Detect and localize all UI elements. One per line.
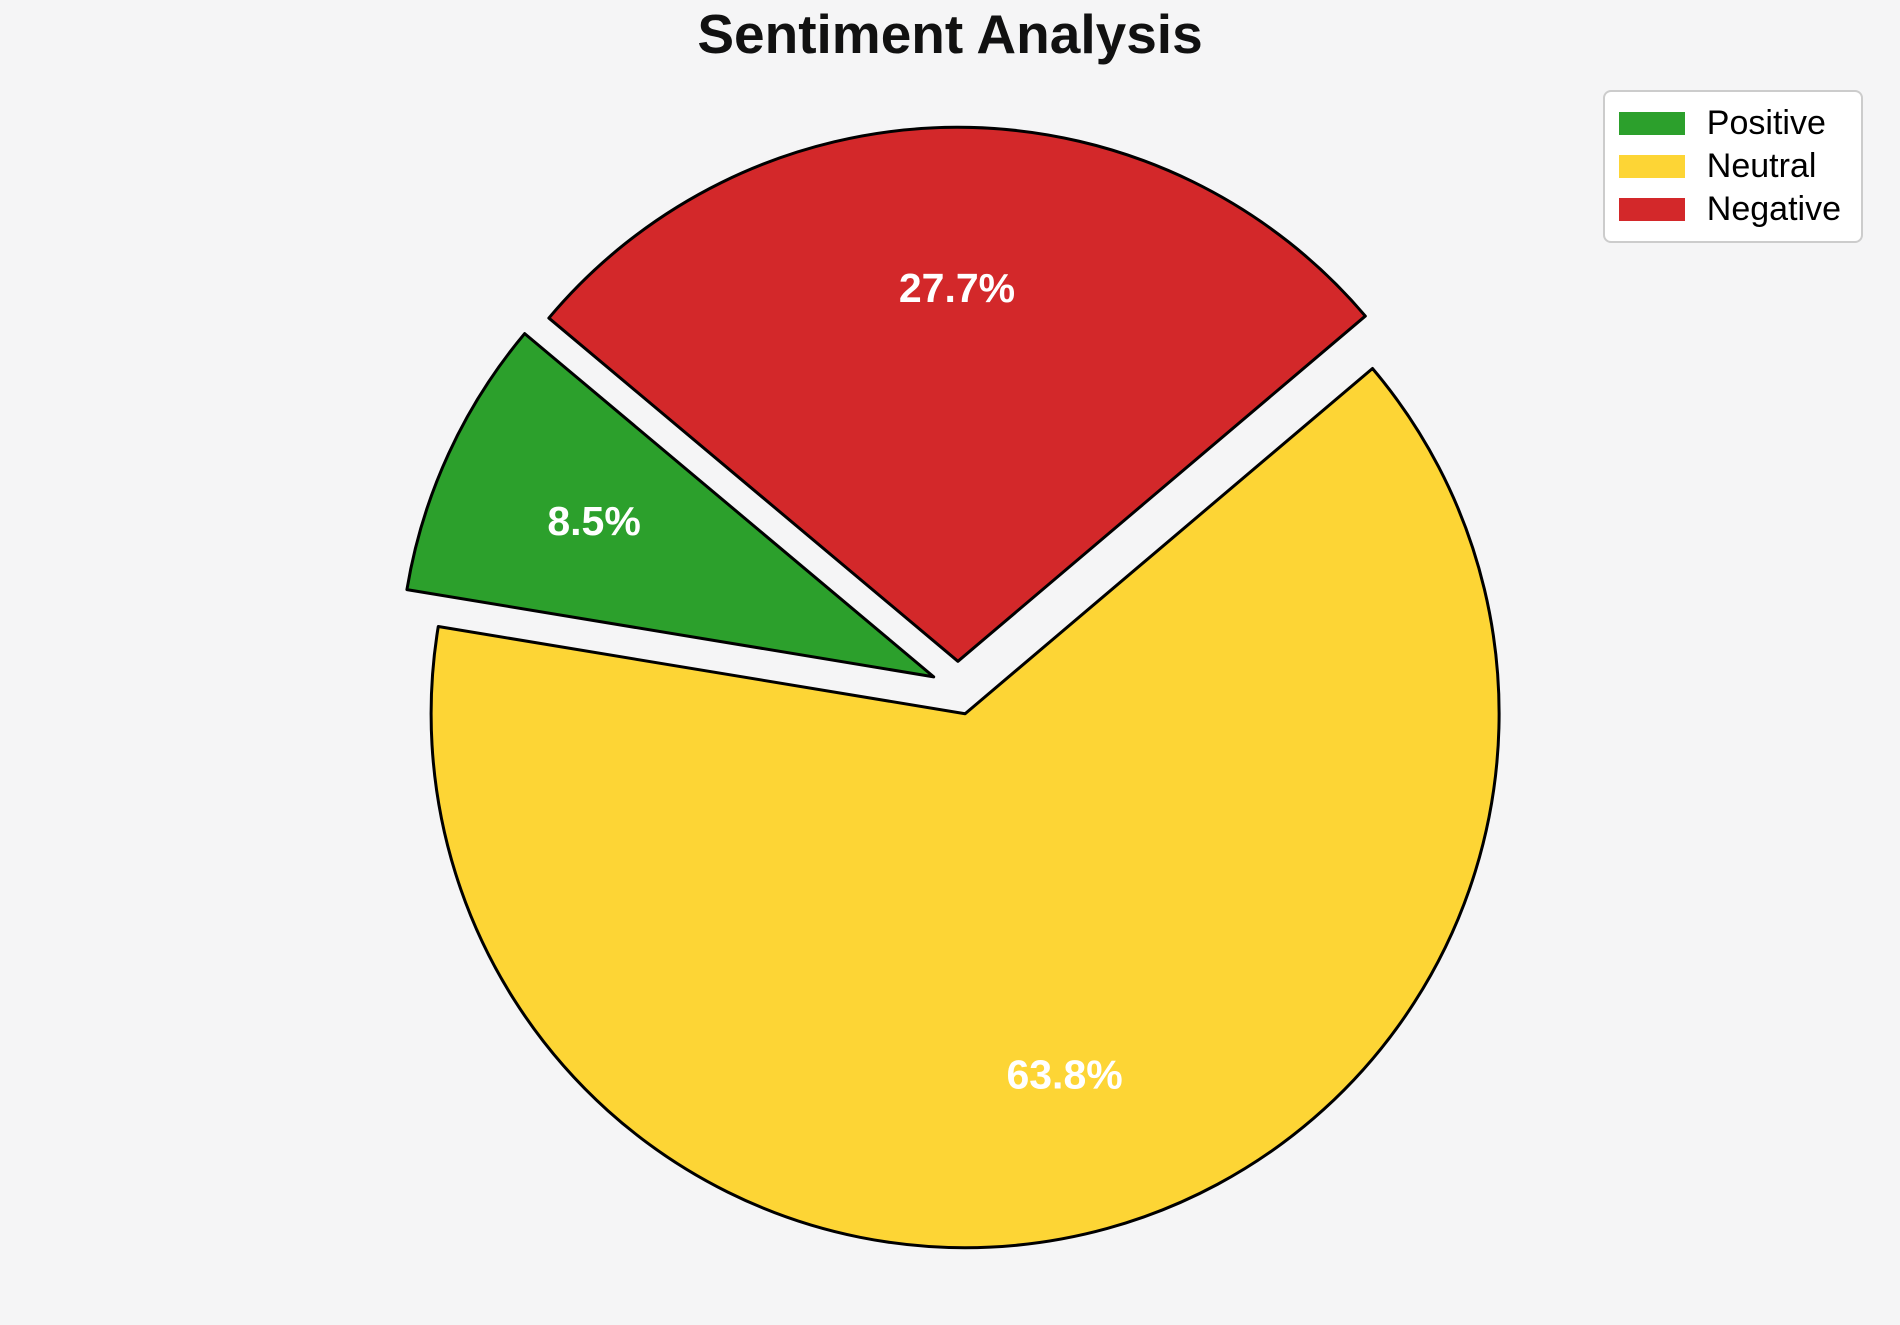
pie-slice-neutral: [429, 366, 1501, 1250]
legend-swatch-positive: [1618, 112, 1685, 135]
legend-item-neutral: Neutral: [1618, 145, 1841, 188]
pie-slice-positive: [405, 332, 936, 679]
pie-slice-percent-label-negative: 27.7%: [899, 265, 1015, 311]
legend: Positive Neutral Negative: [1602, 90, 1863, 243]
legend-item-negative: Negative: [1618, 188, 1841, 231]
legend-swatch-negative: [1618, 198, 1685, 221]
pie-slice-percent-label-positive: 8.5%: [547, 498, 640, 544]
legend-label: Neutral: [1706, 147, 1817, 185]
legend-label: Positive: [1706, 104, 1826, 142]
legend-item-positive: Positive: [1618, 102, 1841, 145]
chart-title: Sentiment Analysis: [697, 3, 1203, 65]
legend-swatch-neutral: [1618, 155, 1685, 178]
legend-label: Negative: [1706, 190, 1841, 228]
pie-slice-negative: [547, 125, 1367, 663]
pie-slice-percent-label-neutral: 63.8%: [1006, 1051, 1122, 1097]
